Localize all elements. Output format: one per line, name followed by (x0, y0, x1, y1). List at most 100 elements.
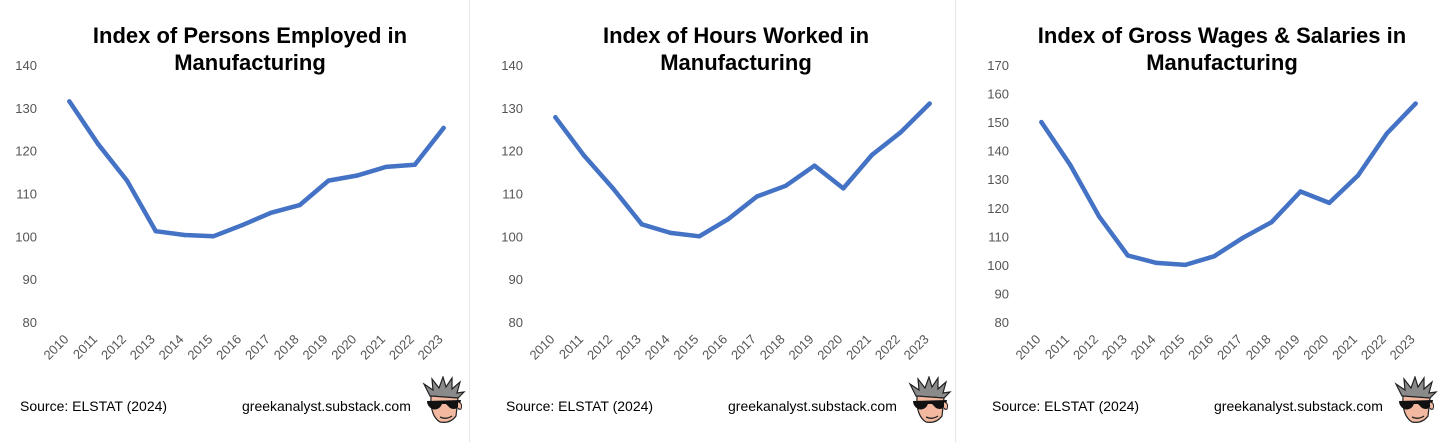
chart-panel-employed: Index of Persons Employed in Manufacturi… (0, 0, 470, 442)
x-tick-label: 2020 (1300, 332, 1331, 363)
x-tick-label: 2010 (1012, 332, 1043, 363)
data-point (1211, 254, 1217, 259)
data-point (383, 164, 389, 170)
x-tick-label: 2019 (786, 332, 817, 363)
data-point (1327, 200, 1332, 206)
data-point (783, 183, 788, 188)
x-tick-label: 2010 (40, 332, 71, 363)
chart-title: Index of Gross Wages & Salaries in Manuf… (1012, 22, 1432, 76)
y-tick-label: 170 (987, 58, 1009, 73)
chart-title-line: Manufacturing (174, 50, 326, 75)
x-tick-label: 2014 (1128, 332, 1159, 363)
y-tick-label: 80 (509, 315, 523, 330)
x-tick-label: 2023 (1387, 332, 1418, 363)
x-tick-label: 2018 (1243, 332, 1274, 363)
source-note: Source: ELSTAT (2024) (20, 398, 168, 414)
series-line (553, 101, 932, 239)
data-point (67, 99, 72, 104)
x-tick-label: 2015 (670, 332, 701, 363)
y-tick-label: 110 (988, 229, 1009, 244)
chart-title: Index of Persons Employed in Manufacturi… (40, 22, 460, 76)
data-point (668, 230, 673, 236)
y-tick-label: 100 (987, 258, 1009, 273)
y-tick-label: 160 (987, 87, 1009, 102)
line-chart: 8090100110120130140201020112012201320142… (15, 58, 446, 363)
data-point (869, 152, 875, 158)
site-credit: greekanalyst.substack.com (242, 398, 411, 414)
data-point (441, 125, 446, 131)
y-tick-label: 130 (501, 101, 523, 116)
data-point (1125, 253, 1130, 258)
x-tick-label: 2022 (872, 332, 903, 363)
data-point (1039, 119, 1044, 125)
data-point (581, 153, 587, 159)
series-line (67, 99, 446, 239)
data-point (812, 163, 817, 168)
x-tick-label: 2016 (213, 332, 244, 363)
data-point (553, 115, 558, 120)
x-tick-label: 2023 (901, 332, 932, 363)
chart-panel-wages: Index of Gross Wages & Salaries in Manuf… (972, 0, 1442, 442)
data-point (153, 228, 158, 234)
y-tick-label: 80 (995, 315, 1009, 330)
x-tick-label: 2013 (1099, 332, 1130, 363)
y-tick-label: 130 (987, 172, 1009, 187)
data-point (1183, 262, 1188, 268)
data-point (1269, 219, 1274, 225)
data-point (754, 194, 760, 199)
y-tick-label: 120 (501, 144, 523, 159)
x-tick-label: 2014 (156, 332, 187, 363)
x-tick-label: 2017 (1214, 332, 1245, 363)
site-credit: greekanalyst.substack.com (728, 398, 897, 414)
mascot-logo-icon (422, 376, 466, 423)
x-tick-label: 2010 (526, 332, 557, 363)
mascot-logo-icon (908, 376, 952, 423)
x-tick-label: 2016 (699, 332, 730, 363)
y-tick-label: 120 (987, 201, 1009, 216)
y-tick-label: 80 (23, 315, 37, 330)
y-tick-label: 90 (23, 272, 37, 287)
data-point (1413, 101, 1418, 106)
x-tick-label: 2020 (328, 332, 359, 363)
data-point (95, 142, 101, 147)
y-tick-label: 150 (987, 115, 1009, 130)
y-tick-label: 90 (509, 272, 523, 287)
source-note: Source: ELSTAT (2024) (992, 398, 1140, 414)
y-tick-label: 140 (501, 58, 523, 73)
x-tick-label: 2022 (1358, 332, 1389, 363)
x-tick-label: 2018 (757, 332, 788, 363)
chart-title-line: Index of Gross Wages & Salaries in (1037, 23, 1407, 48)
x-tick-label: 2019 (300, 332, 331, 363)
y-tick-label: 100 (501, 229, 523, 244)
x-tick-label: 2011 (556, 332, 586, 362)
data-point (1096, 214, 1102, 219)
x-tick-label: 2021 (1329, 332, 1360, 363)
data-point (412, 162, 418, 168)
y-tick-label: 100 (15, 229, 37, 244)
mascot-logo-icon (1394, 376, 1438, 423)
data-point (697, 234, 702, 239)
line-chart: 80 90 100 110 120 130 140 150 160 170 201020112012… (987, 58, 1418, 363)
data-point (1384, 131, 1390, 136)
data-point (841, 186, 846, 191)
data-point (1154, 260, 1159, 266)
y-tick-label: 120 (15, 144, 37, 159)
x-tick-label: 2019 (1272, 332, 1303, 363)
data-point (211, 234, 216, 239)
x-tick-label: 2020 (814, 332, 845, 363)
x-tick-label: 2012 (98, 332, 129, 363)
data-point (1067, 162, 1073, 168)
x-tick-label: 2022 (386, 332, 417, 363)
x-tick-label: 2021 (843, 332, 874, 363)
chart-title-line: Manufacturing (660, 50, 812, 75)
data-point (355, 173, 360, 178)
y-tick-label: 130 (15, 101, 37, 116)
data-point (239, 222, 245, 228)
x-tick-label: 2012 (1070, 332, 1101, 363)
x-tick-label: 2023 (415, 332, 446, 363)
x-tick-label: 2014 (642, 332, 673, 363)
y-tick-label: 90 (995, 286, 1009, 301)
chart-title-line: Index of Hours Worked in (602, 23, 870, 48)
x-tick-label: 2015 (184, 332, 215, 363)
x-tick-label: 2017 (728, 332, 759, 363)
